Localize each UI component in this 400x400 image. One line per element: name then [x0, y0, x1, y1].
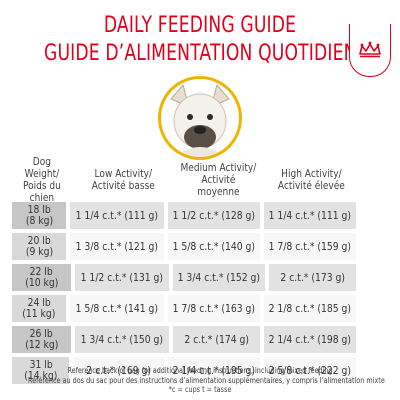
table-row: 20 lb (9 kg) 1 3/8 c.t.* (121 g) 1 5/8 c… [12, 233, 356, 260]
low-activity-cell: 1 1/2 c.t.* (131 g) [74, 264, 169, 291]
table-row: 18 lb (8 kg) 1 1/4 c.t.* (111 g) 1 1/2 c… [12, 202, 356, 229]
high-activity-cell: 2 1/4 c.t.* (198 g) [264, 326, 356, 353]
header-medium-activity: Medium Activity/ Activité moyenne [180, 162, 257, 198]
footnote-units: *c = cups t = tasse [168, 385, 232, 394]
medium-activity-cell: 2 c.t.* (174 g) [172, 326, 260, 353]
weight-cell: 18 lb (8 kg) [12, 202, 67, 229]
crown-icon [359, 41, 381, 58]
table-row: 22 lb (10 kg) 1 1/2 c.t.* (131 g) 1 3/4 … [12, 264, 356, 291]
table-row: 26 lb (12 kg) 1 3/4 c.t.* (150 g) 2 c.t.… [12, 326, 356, 353]
royal-canin-crown-badge [349, 24, 391, 77]
dog-photo-circle [158, 76, 242, 160]
title-french: GUIDE D’ALIMENTATION QUOTIDIEN [44, 41, 357, 66]
weight-cell: 20 lb (9 kg) [12, 233, 67, 260]
footnotes: Reference back of bag for additional fee… [0, 366, 400, 395]
medium-activity-cell: 1 5/8 c.t.* (140 g) [168, 233, 260, 260]
medium-activity-cell: 1 7/8 c.t.* (163 g) [168, 295, 260, 322]
medium-activity-cell: 1 3/4 c.t.* (152 g) [172, 264, 265, 291]
high-activity-cell: 1 1/4 c.t.* (111 g) [264, 202, 356, 229]
feeding-table: Dog Weight/ Poids du chien Low Activity/… [12, 156, 356, 384]
header-weight: Dog Weight/ Poids du chien [22, 156, 61, 204]
medium-activity-cell: 1 1/2 c.t.* (128 g) [168, 202, 260, 229]
french-bulldog-image [161, 79, 239, 157]
table-row: 24 lb (11 kg) 1 5/8 c.t.* (141 g) 1 7/8 … [12, 295, 356, 322]
high-activity-cell: 1 7/8 c.t.* (159 g) [264, 233, 356, 260]
weight-cell: 31 lb (14 kg) [12, 357, 70, 384]
weight-cell: 22 lb (10 kg) [12, 264, 71, 291]
title-english: DAILY FEEDING GUIDE [103, 13, 297, 38]
low-activity-cell: 1 5/8 c.t.* (141 g) [70, 295, 164, 322]
weight-cell: 24 lb (11 kg) [12, 295, 67, 322]
footnote-english: Reference back of bag for additional fee… [67, 366, 333, 375]
high-activity-cell: 2 5/8 c.t.* (222 g) [264, 357, 356, 384]
weight-cell: 26 lb (12 kg) [12, 326, 71, 353]
table-row: 31 lb (14 kg) 2 c.t.* (169 g) 2 1/4 c.t.… [12, 357, 356, 384]
low-activity-cell: 2 c.t.* (169 g) [73, 357, 164, 384]
header-high-activity: High Activity/ Activité élevée [278, 168, 346, 192]
low-activity-cell: 1 3/4 c.t.* (150 g) [74, 326, 169, 353]
low-activity-cell: 1 1/4 c.t.* (111 g) [70, 202, 164, 229]
low-activity-cell: 1 3/8 c.t.* (121 g) [70, 233, 164, 260]
high-activity-cell: 2 1/8 c.t.* (185 g) [264, 295, 356, 322]
title-block: DAILY FEEDING GUIDE GUIDE D’ALIMENTATION… [0, 12, 400, 68]
high-activity-cell: 2 c.t.* (173 g) [268, 264, 356, 291]
table-header: Dog Weight/ Poids du chien Low Activity/… [12, 156, 356, 204]
header-low-activity: Low Activity/ Activité basse [91, 168, 155, 192]
footnote-french: Référence au dos du sac pour des instruc… [28, 375, 385, 385]
medium-activity-cell: 2 1/4 c.t.* (195 g) [168, 357, 260, 384]
